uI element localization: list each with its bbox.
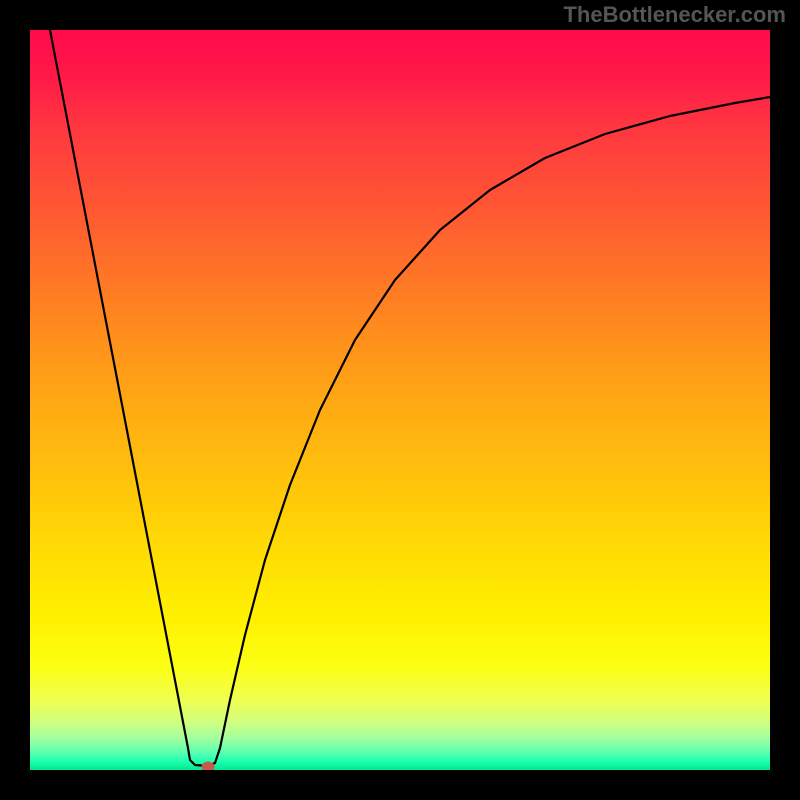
frame-right — [770, 0, 800, 800]
curve-path — [50, 30, 770, 766]
optimum-marker — [202, 762, 215, 771]
frame-bottom — [0, 770, 800, 800]
frame-left — [0, 0, 30, 800]
watermark-text: TheBottlenecker.com — [563, 2, 786, 28]
bottleneck-curve — [30, 30, 770, 770]
plot-area — [30, 30, 770, 770]
